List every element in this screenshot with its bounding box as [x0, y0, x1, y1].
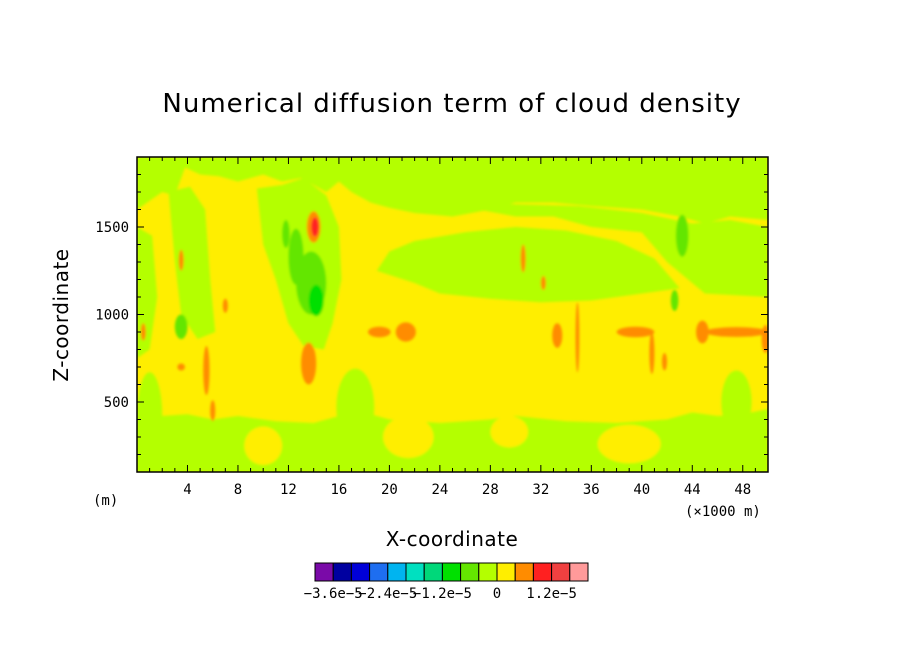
- x-tick-label: 16: [330, 482, 347, 498]
- x-tick-label: 44: [684, 482, 701, 498]
- orange-blob: [520, 244, 526, 273]
- colorbar-swatch: [478, 562, 498, 582]
- upper-band: [137, 157, 768, 224]
- y-tick-label: 500: [104, 395, 129, 411]
- green-blob: [282, 220, 290, 248]
- x-tick-label: 32: [532, 482, 549, 498]
- green-blob: [288, 228, 304, 285]
- left-column: [168, 186, 216, 339]
- orange-blob: [210, 400, 216, 422]
- colorbar: −3.6e−5−2.4e−5−1.2e−5 0 1.2e−5: [304, 562, 589, 602]
- y-axis-label: Z-coordinate: [49, 248, 73, 381]
- orange-blob: [140, 323, 146, 341]
- orange-blob: [222, 298, 228, 313]
- y-unit-label: (m): [93, 493, 118, 509]
- colorbar-swatch: [350, 562, 371, 582]
- colorbar-swatch: [405, 562, 425, 582]
- x-tick-label: 24: [431, 482, 448, 498]
- yellow-pocket: [597, 424, 661, 464]
- colorbar-swatch: [514, 562, 534, 582]
- colorbar-swatch: [369, 562, 389, 582]
- colorbar-label: −2.4e−5: [358, 586, 417, 602]
- x-unit-label: (×1000 m): [685, 504, 761, 520]
- y-axis: 500 1000 1500: [95, 174, 768, 455]
- orange-blob: [649, 332, 655, 374]
- green-blob: [675, 214, 689, 257]
- orange-blob: [177, 363, 185, 371]
- x-axis-label: X-coordinate: [386, 527, 519, 551]
- lower-lobe: [137, 372, 163, 460]
- x-tick-label: 8: [234, 482, 242, 498]
- colorbar-label: 1.2e−5: [526, 586, 577, 602]
- colorbar-label: −3.6e−5: [304, 586, 363, 602]
- orange-blob: [616, 326, 655, 338]
- orange-blob: [540, 276, 546, 290]
- lower-lobe: [336, 368, 375, 446]
- orange-blob: [661, 353, 668, 371]
- y-tick-label: 1000: [95, 308, 129, 324]
- orange-blob: [301, 342, 317, 385]
- x-axis: 4 8 12 16 20 24 28 32 36 40 44 48: [149, 157, 756, 498]
- yellow-pocket: [490, 416, 529, 448]
- colorbar-swatch: [314, 562, 334, 582]
- orange-blob: [696, 320, 709, 344]
- colorbar-swatch: [387, 562, 407, 582]
- colorbar-swatch: [332, 562, 352, 582]
- colorbar-label: −1.2e−5: [413, 586, 472, 602]
- colorbar-label: 0: [493, 586, 501, 602]
- orange-blob: [575, 302, 580, 373]
- yellow-pocket: [244, 426, 283, 465]
- mid-zone: [376, 227, 680, 303]
- colorbar-swatch: [496, 562, 516, 582]
- colorbar-swatch: [441, 562, 462, 582]
- green-blob: [670, 290, 679, 311]
- contour-field: [137, 157, 768, 472]
- orange-blob: [203, 346, 210, 395]
- x-tick-label: 20: [381, 482, 398, 498]
- lower-lobe: [721, 370, 752, 434]
- chart-title: Numerical diffusion term of cloud densit…: [162, 89, 741, 119]
- orange-blob: [704, 327, 768, 337]
- orange-blob: [367, 326, 391, 338]
- orange-blob: [178, 249, 184, 271]
- y-tick-label: 1500: [95, 220, 129, 236]
- x-tick-label: 28: [482, 482, 499, 498]
- red-blob: [311, 217, 319, 237]
- colorbar-swatch: [551, 562, 571, 582]
- orange-blob: [552, 323, 563, 348]
- yellow-pocket: [383, 416, 434, 458]
- green-blob: [308, 284, 324, 317]
- x-tick-label: 48: [734, 482, 751, 498]
- colorbar-swatch: [532, 562, 553, 582]
- x-tick-label: 12: [280, 482, 297, 498]
- x-tick-label: 40: [633, 482, 650, 498]
- x-tick-label: 36: [583, 482, 600, 498]
- colorbar-swatch: [423, 562, 443, 582]
- x-tick-label: 4: [183, 482, 191, 498]
- colorbar-swatch: [569, 562, 589, 582]
- colorbar-swatch: [460, 562, 480, 582]
- green-blob: [174, 314, 188, 339]
- orange-blob: [395, 322, 416, 342]
